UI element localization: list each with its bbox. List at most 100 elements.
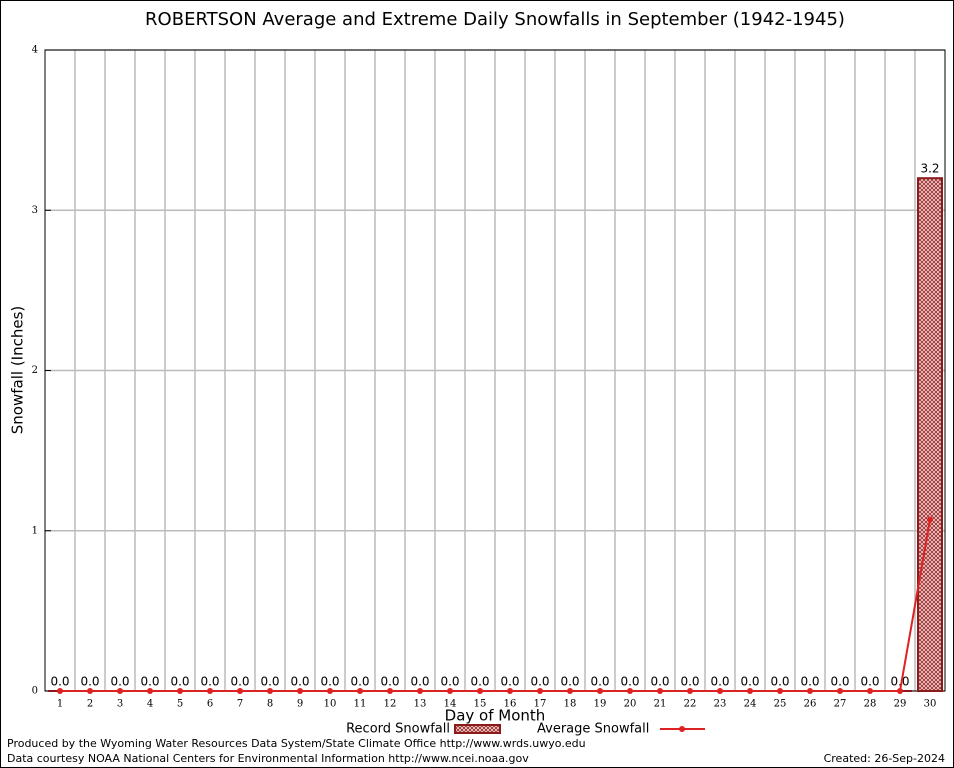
x-tick-label: 23 (714, 699, 727, 710)
x-tick-label: 3 (117, 699, 123, 710)
value-label: 0.0 (680, 675, 699, 689)
legend-label: Average Snowfall (537, 722, 649, 737)
value-label: 0.0 (50, 675, 69, 689)
x-tick-label: 4 (147, 699, 153, 710)
x-tick-label: 5 (177, 699, 183, 710)
line (60, 519, 931, 692)
x-tick-label: 24 (744, 699, 757, 710)
marker (357, 688, 363, 694)
legend-marker (679, 726, 685, 732)
value-label: 0.0 (260, 675, 279, 689)
x-tick-label: 11 (354, 699, 367, 710)
marker (537, 688, 543, 694)
marker (927, 516, 933, 523)
bar (917, 177, 943, 692)
marker (747, 688, 753, 694)
marker (147, 688, 153, 694)
x-tick-label: 22 (684, 699, 697, 710)
value-label: 0.0 (740, 675, 759, 689)
marker (177, 688, 183, 694)
value-label: 0.0 (860, 675, 879, 689)
x-tick-label: 17 (534, 699, 547, 710)
value-label: 0.0 (350, 675, 369, 689)
x-tick-label: 10 (324, 699, 337, 710)
marker (387, 688, 393, 694)
marker (837, 688, 843, 694)
footer-text: Produced by the Wyoming Water Resources … (7, 737, 586, 750)
x-tick-label: 30 (924, 699, 937, 710)
x-tick-label: 20 (624, 699, 637, 710)
marker (597, 688, 603, 694)
value-label: 0.0 (440, 675, 459, 689)
x-tick-label: 29 (894, 699, 907, 710)
value-label: 0.0 (290, 675, 309, 689)
marker (867, 688, 873, 694)
value-label: 0.0 (800, 675, 819, 689)
x-tick-label: 26 (804, 699, 817, 710)
value-label: 0.0 (110, 675, 129, 689)
y-tick-label: 1 (32, 525, 38, 536)
value-label: 0.0 (890, 675, 909, 689)
x-tick-label: 16 (504, 699, 517, 710)
x-tick-label: 27 (834, 699, 847, 710)
marker (777, 688, 783, 694)
value-label: 0.0 (320, 675, 339, 689)
x-tick-label: 28 (864, 699, 877, 710)
x-tick-label: 14 (444, 699, 457, 710)
marker (567, 688, 573, 694)
footer-text: Created: 26-Sep-2024 (824, 752, 945, 765)
value-label: 0.0 (230, 675, 249, 689)
value-label: 0.0 (830, 675, 849, 689)
y-tick-label: 0 (32, 686, 38, 697)
x-tick-label: 25 (774, 699, 787, 710)
x-tick-label: 1 (57, 699, 63, 710)
marker (327, 688, 333, 694)
x-tick-label: 6 (207, 699, 213, 710)
x-tick-label: 9 (297, 699, 303, 710)
y-tick-label: 4 (32, 45, 38, 56)
value-label: 0.0 (200, 675, 219, 689)
marker (207, 688, 213, 694)
x-tick-label: 13 (414, 699, 427, 710)
x-tick-label: 2 (87, 699, 93, 710)
marker (807, 688, 813, 694)
value-label: 0.0 (650, 675, 669, 689)
value-label: 0.0 (380, 675, 399, 689)
marker (237, 688, 243, 694)
y-tick-label: 3 (32, 205, 38, 216)
value-label: 0.0 (410, 675, 429, 689)
x-tick-label: 15 (474, 699, 487, 710)
x-tick-label: 21 (654, 699, 667, 710)
y-tick-label: 2 (32, 365, 38, 376)
x-tick-label: 8 (267, 699, 273, 710)
value-label: 0.0 (170, 675, 189, 689)
marker (507, 688, 513, 694)
marker (717, 688, 723, 694)
value-label: 0.0 (140, 675, 159, 689)
footer-text: Data courtesy NOAA National Centers for … (7, 752, 529, 765)
marker (477, 688, 483, 694)
x-tick-label: 12 (384, 699, 397, 710)
legend-label: Record Snowfall (346, 722, 450, 737)
marker (447, 688, 453, 694)
marker (897, 688, 903, 694)
value-label: 0.0 (710, 675, 729, 689)
x-tick-label: 18 (564, 699, 577, 710)
value-label: 0.0 (80, 675, 99, 689)
value-label: 0.0 (620, 675, 639, 689)
marker (57, 688, 63, 694)
value-label: 3.2 (920, 162, 939, 176)
value-label: 0.0 (500, 675, 519, 689)
value-label: 0.0 (470, 675, 489, 689)
marker (687, 688, 693, 694)
chart-title: ROBERTSON Average and Extreme Daily Snow… (145, 9, 845, 30)
marker (627, 688, 633, 694)
value-label: 0.0 (590, 675, 609, 689)
x-tick-label: 7 (237, 699, 243, 710)
value-label: 0.0 (770, 675, 789, 689)
legend-swatch (454, 724, 501, 734)
y-axis-label: Snowfall (Inches) (9, 306, 27, 434)
